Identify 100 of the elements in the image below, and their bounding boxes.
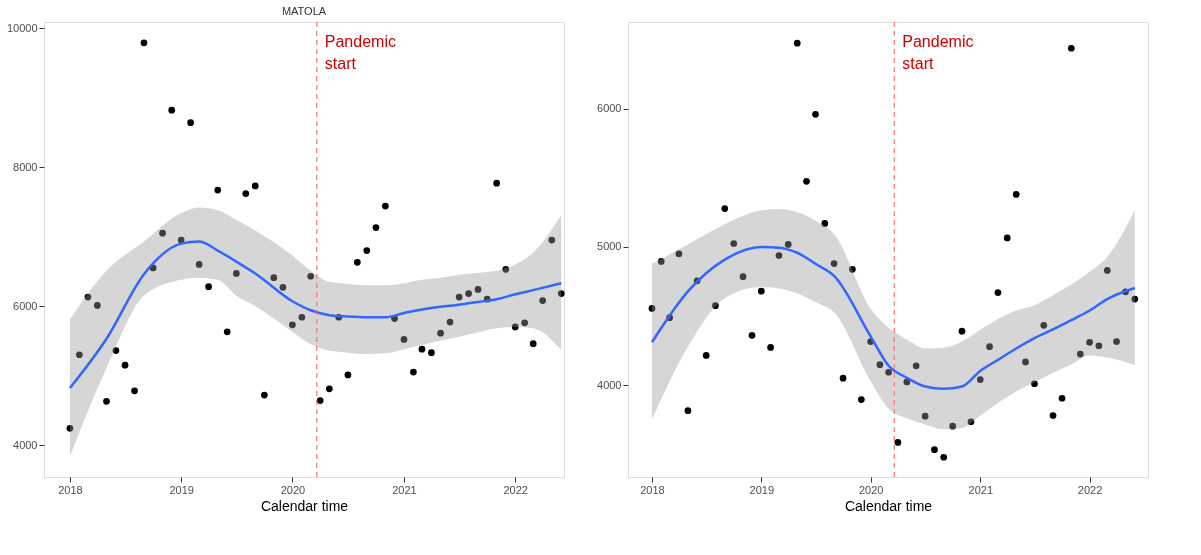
point (1131, 295, 1139, 303)
point (112, 347, 120, 354)
point (372, 224, 380, 231)
point (521, 319, 529, 327)
x-tick-label: 2022 (1077, 483, 1103, 496)
point (784, 241, 792, 248)
point (775, 252, 783, 259)
point (1103, 267, 1111, 274)
line-series (650, 245, 1137, 391)
point (648, 305, 656, 312)
point (325, 385, 333, 393)
point (967, 418, 975, 426)
point (702, 352, 710, 359)
point (195, 261, 203, 268)
point (821, 220, 829, 227)
point (289, 321, 296, 329)
y-tick-label: 5000 (597, 240, 622, 253)
point (539, 297, 547, 304)
ref-line-label: Pandemic start (902, 33, 974, 72)
point (949, 422, 957, 430)
point (912, 362, 920, 370)
point (1113, 338, 1120, 345)
y-tick-label: 10000 (6, 21, 38, 34)
point (767, 344, 774, 351)
point (1022, 358, 1029, 366)
point (830, 260, 838, 267)
point (214, 186, 222, 194)
point (739, 273, 747, 280)
point (140, 39, 148, 47)
point (400, 336, 408, 343)
point (363, 247, 371, 254)
point (548, 236, 556, 244)
point (446, 318, 454, 326)
point (849, 265, 856, 273)
point (1012, 191, 1020, 198)
point (131, 387, 138, 395)
point (279, 284, 287, 291)
point (298, 313, 306, 321)
point (168, 106, 176, 114)
point (1095, 342, 1103, 350)
x-tick-label: 2018 (58, 483, 83, 496)
x-tick-label: 2020 (280, 483, 306, 496)
chart-title: MATOLA (281, 5, 327, 18)
point (994, 289, 1002, 296)
y-tick-label: 4000 (597, 378, 622, 391)
x-tick-label: 2019 (169, 483, 194, 496)
x-tick-label: 2018 (640, 483, 665, 496)
y-tick-label: 6000 (597, 102, 622, 115)
point (316, 397, 324, 404)
point (121, 361, 129, 369)
point (940, 453, 948, 461)
point (410, 368, 417, 376)
point (1031, 380, 1038, 388)
point (1067, 44, 1075, 52)
point (730, 240, 738, 247)
point (344, 371, 352, 379)
point (712, 302, 719, 310)
point (876, 361, 884, 369)
point (493, 179, 500, 187)
point (242, 190, 250, 197)
point (223, 328, 231, 336)
point (353, 259, 361, 266)
point (159, 229, 166, 237)
point (529, 340, 537, 347)
point (757, 287, 765, 295)
point (428, 349, 435, 356)
point (307, 272, 315, 280)
x-tick-label: 2022 (503, 483, 528, 496)
point (418, 345, 426, 353)
point (1003, 234, 1011, 242)
point (839, 374, 847, 382)
point (251, 182, 259, 190)
y-tick-label: 6000 (13, 299, 38, 312)
x-tick-label: 2019 (749, 483, 775, 496)
point (657, 258, 665, 265)
point (465, 290, 472, 297)
point (1076, 350, 1084, 358)
point (1040, 321, 1048, 329)
point (270, 274, 278, 281)
point (232, 270, 240, 277)
x-axis-title: Calendar time (844, 497, 933, 514)
point (921, 412, 929, 420)
point (857, 396, 865, 403)
point (474, 286, 482, 293)
point (187, 119, 194, 127)
point (455, 293, 463, 301)
point (76, 351, 83, 359)
point (931, 446, 938, 453)
point (721, 205, 729, 212)
point (502, 265, 510, 273)
point (986, 343, 993, 351)
y-tick-label: 4000 (13, 438, 38, 451)
point (205, 283, 212, 291)
point (976, 376, 984, 383)
point (1049, 412, 1057, 419)
point (894, 439, 902, 446)
point (84, 293, 92, 301)
x-tick-label: 2021 (392, 483, 417, 496)
x-axis-title: Calendar time (260, 497, 349, 514)
point (511, 323, 519, 331)
